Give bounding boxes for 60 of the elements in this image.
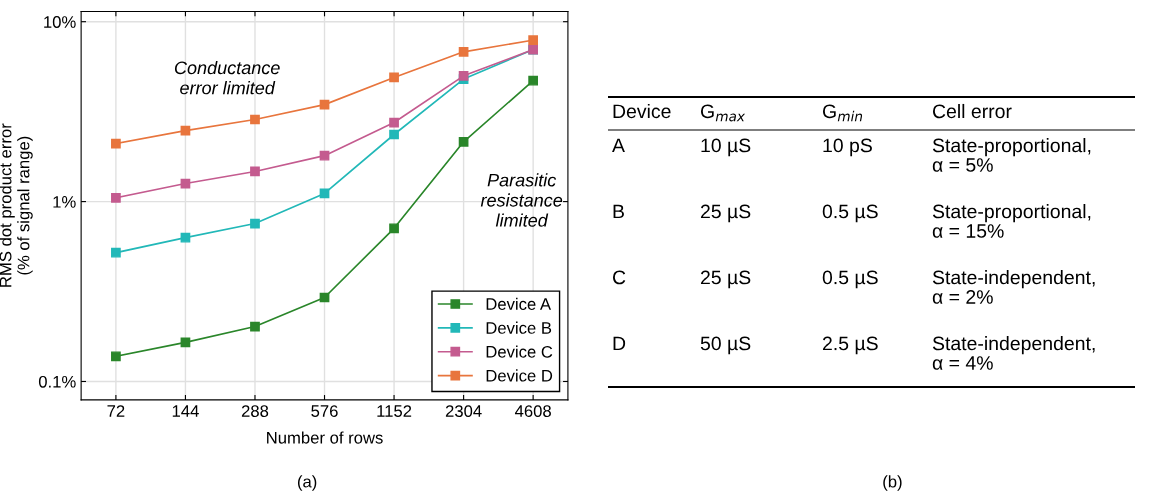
point xyxy=(458,70,469,81)
annotation: Parasitic resistance limited xyxy=(480,173,563,227)
text: Device xyxy=(613,103,671,119)
y-tick-label: 0.1% xyxy=(38,375,76,388)
text: D xyxy=(613,336,626,351)
legend-label: Device D xyxy=(486,369,553,382)
text: (a) xyxy=(297,475,317,491)
point xyxy=(250,166,260,177)
point xyxy=(111,138,121,149)
point xyxy=(389,117,399,128)
text: 10 µS xyxy=(701,138,751,157)
point xyxy=(458,136,469,147)
point xyxy=(528,35,539,45)
point xyxy=(180,337,191,348)
point xyxy=(458,46,469,57)
x-tick-label: 144 xyxy=(172,405,199,417)
text: G$_{max}$ xyxy=(700,104,746,122)
y-tick-label: 10% xyxy=(44,16,76,28)
point xyxy=(389,129,399,140)
text: 0.5 µS xyxy=(822,204,878,223)
text: State-proportional, α = 5% xyxy=(932,138,1091,172)
point xyxy=(389,72,399,83)
x-tick-label: 1152 xyxy=(377,405,412,417)
text: 25 µS xyxy=(700,204,751,223)
text: State-proportional, α = 15% xyxy=(932,204,1091,238)
x-tick-label: 4608 xyxy=(514,405,551,417)
y-axis-title: RMS dot product error (% of signal range) xyxy=(0,123,33,287)
point xyxy=(250,321,260,332)
text: Cell error xyxy=(932,103,1012,119)
x-tick-label: 72 xyxy=(107,405,125,417)
point xyxy=(111,351,121,362)
text: 50 µS xyxy=(700,336,751,355)
point xyxy=(528,75,539,86)
text: State-independent, α = 4% xyxy=(932,336,1095,370)
point xyxy=(389,223,399,234)
legend-label: Device C xyxy=(486,345,553,358)
text: 25 µS xyxy=(700,270,751,289)
legend-label: Device A xyxy=(486,297,552,310)
text: (b) xyxy=(883,475,902,491)
point xyxy=(250,114,260,125)
point xyxy=(319,150,330,161)
text: B xyxy=(613,204,624,219)
text: C xyxy=(612,270,626,285)
point xyxy=(250,218,260,229)
x-tick-label: 576 xyxy=(311,405,338,417)
x-tick-label: 288 xyxy=(241,405,269,417)
text: 2.5 µS xyxy=(822,336,878,355)
text: G$_{min}$ xyxy=(822,104,863,122)
legend-label: Device B xyxy=(486,321,552,334)
x-axis-title: Number of rows xyxy=(267,431,383,444)
point xyxy=(111,247,121,258)
text: 0.5 µS xyxy=(822,270,878,289)
annotation: Conductance error limited xyxy=(174,60,280,95)
point xyxy=(111,192,121,203)
y-tick-label: 1% xyxy=(53,196,76,208)
text: 10 pS xyxy=(823,138,872,157)
text: State-independent, α = 2% xyxy=(932,270,1095,304)
x-tick-label: 2304 xyxy=(445,405,482,417)
point xyxy=(180,232,191,243)
text: A xyxy=(612,138,625,153)
